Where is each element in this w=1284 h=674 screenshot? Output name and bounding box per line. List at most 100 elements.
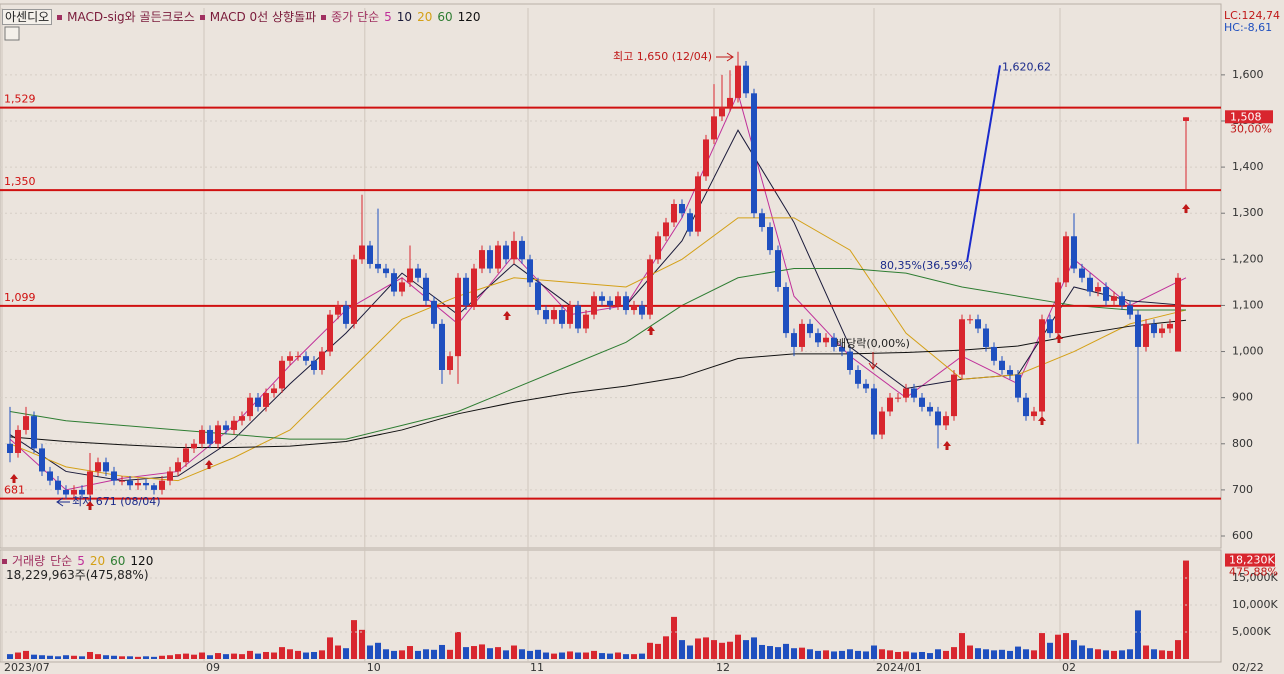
volume-bar [167,655,173,659]
ma-legend: 20 [417,10,433,24]
volume-bar [791,648,797,659]
volume-bar [79,656,85,659]
candle-body [575,305,581,329]
volume-bar [215,653,221,659]
indicator: MACD-sig와 골든크로스 [67,10,195,24]
level-label: 1,529 [4,93,36,106]
volume-bar [639,653,645,659]
volume-bar [127,656,133,659]
candle-body [983,328,989,347]
volume-bar [759,644,765,659]
signal-arrow [503,311,511,320]
candle-body [751,93,757,214]
candle-body [1119,296,1125,306]
volume-bar [375,642,381,659]
candle-body [935,411,941,426]
candle-body [383,268,389,274]
candle-body [927,406,933,412]
volume-bar [1015,646,1021,659]
candle-body [39,448,45,472]
volume-bar [903,651,909,659]
volume-bar [423,649,429,659]
candle-body [799,323,805,347]
signal-arrow [86,501,94,510]
volume-bar [919,651,925,659]
volume-bar [703,637,709,659]
candle-body [767,227,773,251]
signal-arrow [647,326,655,335]
volume-bar [143,656,149,659]
candle-body [567,305,573,324]
volume-tick-label: 10,000K [1232,598,1278,611]
volume-bar [287,649,293,659]
volume-bar [895,651,901,659]
candle-body [719,107,725,117]
volume-bar [983,649,989,659]
volume-bar [679,640,685,659]
volume-bar [575,652,581,659]
candle-body [255,397,261,407]
candle-body [1047,319,1053,334]
candle-body [103,462,109,472]
volume-bar [327,637,333,659]
candle-body [1095,286,1101,292]
volume-bar [471,646,477,659]
moving-average [9,268,1186,440]
last-volume-change: 475,88% [1229,566,1278,579]
toolbar-icon[interactable] [4,26,20,41]
volume-bar [855,650,861,659]
candle-body [607,300,613,306]
candle-body [335,305,341,315]
candle-body [63,489,69,495]
candle-body [247,397,253,417]
volume-tick-label: 5,000K [1232,625,1271,638]
price-legend: 아센디오 MACD-sig와 골든크로스 MACD 0선 상향돌파 종가 단순 5 10 2… [2,8,491,25]
x-tick-label: 2023/07 [4,661,50,674]
volume-bar [1063,633,1069,659]
trend-start-label: 80,35%(36,59%) [880,259,972,272]
candle-body [1055,282,1061,334]
high-arrow [716,52,734,62]
volume-bar [111,655,117,659]
volume-bar [583,652,589,659]
last-price: 1,508 [1230,110,1262,123]
candle-body [15,429,21,454]
volume-bar [559,652,565,659]
y-tick-label: 1,600 [1232,68,1264,81]
candle-body [695,176,701,232]
volume-bar [183,653,189,659]
volume-bar [1087,648,1093,659]
volume-bar [783,643,789,659]
candle-body [871,388,877,435]
candle-body [583,314,589,329]
candle-body [1007,369,1013,375]
volume-bar [543,652,549,659]
volume-bar [751,637,757,659]
ma-legend: 10 [396,10,413,24]
volume-bar [951,647,957,659]
candle-body [519,240,525,260]
candle-body [303,356,309,361]
x-tick-label: 2024/01 [876,661,922,674]
volume-bar [527,650,533,659]
candle-body [911,388,917,398]
candle-body [159,480,165,490]
candle-body [655,236,661,260]
volume-bar [263,651,269,659]
candle-body [975,319,981,329]
stock-name[interactable]: 아센디오 [2,9,53,25]
volume-bar [695,638,701,659]
volume-bar [607,653,613,659]
y-tick-label: 1,000 [1232,345,1264,358]
candle-body [679,203,685,214]
candle-body [831,337,837,347]
x-tick-label: 09 [206,661,220,674]
candle-body [807,323,813,334]
volume-bar [119,656,125,659]
volume-bar [1119,650,1125,659]
volume-bar [567,651,573,659]
volume-bar [255,653,261,659]
volume-bar [1047,642,1053,659]
volume-bar [1167,650,1173,659]
candle-body [231,420,237,430]
